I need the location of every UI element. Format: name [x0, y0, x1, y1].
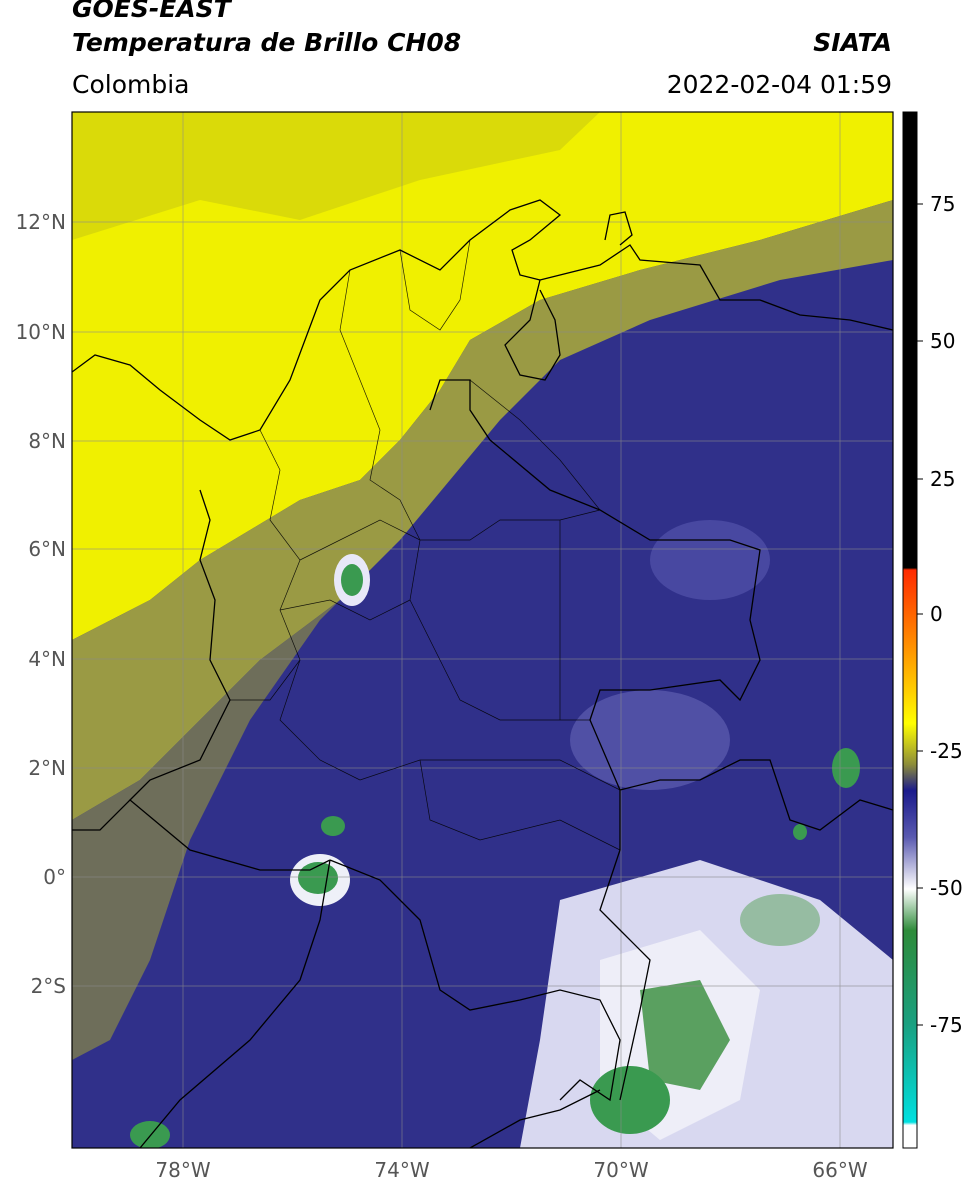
colorbar-label-75: 75 [930, 192, 956, 216]
colorbar-label-50: 50 [930, 329, 956, 353]
colorbar-label-minus75: -75 [930, 1013, 963, 1037]
datetime-label: 2022-02-04 01:59 [666, 70, 892, 99]
department-borders [230, 239, 621, 851]
lon-label-66w: 66°W [812, 1158, 868, 1182]
lat-label-2n: 2°N [28, 756, 66, 780]
country-borders [72, 199, 893, 1148]
region-label: Colombia [72, 70, 190, 99]
lon-label-70w: 70°W [593, 1158, 649, 1182]
map-frame [71, 111, 894, 1149]
colorbar [902, 111, 923, 1149]
lat-label-12n: 12°N [15, 210, 66, 234]
lat-label-8n: 8°N [28, 429, 66, 453]
satellite-title: GOES-EAST [72, 0, 231, 23]
colorbar-label-0: 0 [930, 602, 943, 626]
colorbar-label-25: 25 [930, 467, 956, 491]
lat-label-4n: 4°N [28, 647, 66, 671]
lon-label-74w: 74°W [374, 1158, 430, 1182]
product-title: Temperatura de Brillo CH08 [72, 28, 462, 57]
graticule [72, 112, 893, 1148]
colorbar-label-minus25: -25 [930, 739, 963, 763]
lat-label-0: 0° [43, 865, 66, 889]
lat-label-2s: 2°S [30, 974, 66, 998]
lon-label-78w: 78°W [155, 1158, 211, 1182]
lat-label-6n: 6°N [28, 537, 66, 561]
colorbar-label-minus50: -50 [930, 876, 963, 900]
satellite-image [72, 112, 893, 1148]
lat-label-10n: 10°N [15, 320, 66, 344]
brand-label: SIATA [813, 28, 892, 57]
